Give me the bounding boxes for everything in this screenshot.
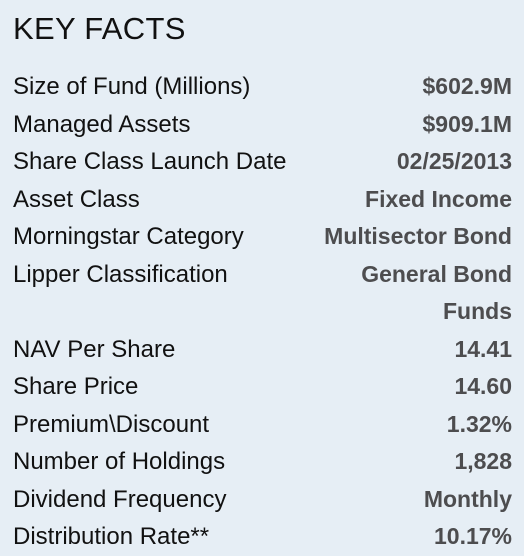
- fact-label: Managed Assets: [13, 110, 191, 138]
- key-facts-list: Size of Fund (Millions) $602.9M Managed …: [13, 68, 512, 556]
- fact-row-managed-assets: Managed Assets $909.1M: [13, 106, 512, 144]
- fact-value: 10.17%: [433, 523, 512, 549]
- fact-value: $602.9M: [422, 73, 512, 99]
- fact-label: Number of Holdings: [13, 448, 226, 475]
- fact-row-premium-discount: Premium\Discount 1.32%: [13, 406, 512, 444]
- fact-value: General Bond Funds: [361, 260, 512, 325]
- fact-value: $909.1M: [422, 110, 512, 137]
- fact-value: 1.32%: [446, 410, 512, 437]
- fact-row-launch-date: Share Class Launch Date 02/25/2013: [13, 143, 512, 181]
- fact-row-morningstar-category: Morningstar Category Multisector Bond: [13, 218, 512, 256]
- fact-row-asset-class: Asset Class Fixed Income: [13, 181, 512, 219]
- fact-label: Distribution Rate**: [13, 523, 210, 550]
- fact-value: 02/25/2013: [396, 148, 512, 174]
- fact-row-number-of-holdings: Number of Holdings 1,828: [13, 443, 512, 481]
- fact-label: Size of Fund (Millions): [13, 73, 251, 100]
- fact-label: Asset Class: [13, 185, 140, 213]
- fact-label: Lipper Classification: [13, 260, 228, 288]
- fact-label: Premium\Discount: [13, 410, 210, 438]
- fact-row-share-price: Share Price 14.60: [13, 368, 512, 406]
- key-facts-title: KEY FACTS: [13, 11, 186, 46]
- fact-row-lipper-classification: Lipper Classification General Bond Funds: [13, 256, 512, 331]
- fact-row-dividend-frequency: Dividend Frequency Monthly: [13, 481, 512, 519]
- fact-value: Multisector Bond: [324, 223, 512, 249]
- fact-value: Fixed Income: [365, 185, 512, 212]
- fact-row-fund-size: Size of Fund (Millions) $602.9M: [13, 68, 512, 106]
- fact-value: 14.41: [454, 335, 512, 362]
- fact-label: Morningstar Category: [13, 223, 244, 250]
- fact-label: NAV Per Share: [13, 335, 176, 363]
- fact-row-distribution-rate: Distribution Rate** 10.17%: [13, 518, 512, 556]
- fact-row-nav-per-share: NAV Per Share 14.41: [13, 331, 512, 369]
- fact-label: Share Price: [13, 373, 139, 400]
- fact-value: Monthly: [423, 485, 512, 512]
- fact-label: Dividend Frequency: [13, 485, 227, 513]
- fact-label: Share Class Launch Date: [13, 148, 287, 175]
- fact-value: 1,828: [454, 448, 512, 474]
- fact-value: 14.60: [454, 373, 512, 399]
